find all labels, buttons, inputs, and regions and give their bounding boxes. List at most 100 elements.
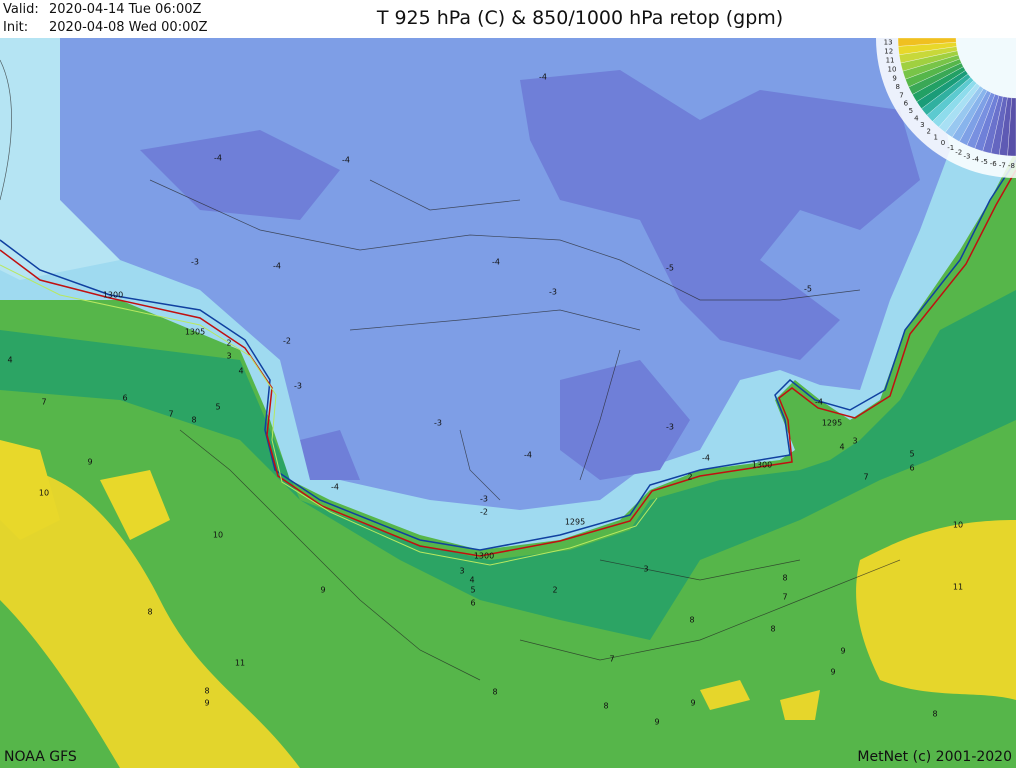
contour-label: 11 [953, 583, 963, 592]
contour-line [0, 159, 1016, 551]
contour-label: -3 [191, 258, 199, 267]
colder-area [520, 70, 920, 360]
warm-area [0, 440, 170, 540]
contour-label: 8 [191, 416, 196, 425]
contour-label: -4 [539, 73, 547, 82]
legend-label: 6 [904, 99, 909, 107]
contour-label: 2 [552, 586, 557, 595]
cold-edge [0, 38, 120, 280]
contour-label: 10 [953, 521, 963, 530]
init-time: 2020-04-08 Wed 00:00Z [49, 20, 208, 35]
contour-label: -4 [702, 454, 710, 463]
legend-label: 12 [884, 48, 893, 56]
valid-label: Valid: [3, 2, 39, 17]
legend-label: 11 [886, 57, 895, 65]
contour-label: -4 [273, 262, 281, 271]
contour-label: 3 [643, 565, 648, 574]
warm-area [700, 680, 820, 720]
contour-label: -3 [549, 288, 557, 297]
contour-label: -3 [666, 423, 674, 432]
contour-label: 11 [235, 659, 245, 668]
warm-area [0, 468, 300, 768]
map-title: T 925 hPa (C) & 850/1000 hPa retop (gpm) [376, 7, 783, 29]
contour-label: 10 [213, 531, 223, 540]
contour-label: 8 [603, 702, 608, 711]
legend-label: 0 [941, 139, 945, 147]
contour-label: -4 [524, 451, 532, 460]
contour-label: 4 [7, 356, 12, 365]
legend-label: -1 [947, 144, 954, 152]
contour-label: -3 [480, 495, 488, 504]
contour-label: 8 [204, 687, 209, 696]
contour-label: -4 [492, 258, 500, 267]
legend-label: -8 [1008, 162, 1015, 170]
contour-label: -4 [815, 398, 823, 407]
contour-label: 7 [168, 410, 173, 419]
contour-label: 9 [830, 668, 835, 677]
contour-label: 9 [654, 718, 659, 727]
map: -4-4 -4-3 -4 -4-3-5-513001305-22344-367578-… [0, 38, 1016, 768]
contour-label: 2 [226, 339, 231, 348]
border-line [0, 59, 901, 681]
contour-label: 1295 [565, 518, 585, 527]
credit-label: MetNet (c) 2001-2020 [857, 749, 1012, 765]
contour-label: -4 [214, 154, 222, 163]
cool-band [0, 290, 1016, 640]
contour-label: 8 [932, 710, 937, 719]
legend-label: 3 [920, 121, 924, 129]
init-label: Init: [3, 20, 28, 35]
legend-label: 13 [884, 39, 893, 47]
contour-label: 4 [238, 367, 243, 376]
contour-label: -2 [480, 508, 488, 517]
contour-label: 9 [320, 586, 325, 595]
contour-label: 2 [687, 473, 692, 482]
contour-label: 9 [690, 699, 695, 708]
colder-area [140, 130, 690, 480]
contour-label: 6 [122, 394, 127, 403]
warm-area [856, 520, 1016, 700]
legend-label: -6 [990, 160, 998, 168]
contour-label: 4 [469, 576, 474, 585]
contour-label: 4 [839, 443, 844, 452]
valid-time: 2020-04-14 Tue 06:00Z [49, 2, 201, 17]
legend-swatch [1007, 97, 1016, 157]
legend-label: -5 [981, 158, 988, 166]
contour-label: -4 [331, 483, 339, 492]
contour-label: 7 [863, 473, 868, 482]
contour-label: 7 [782, 593, 787, 602]
legend-label: -4 [972, 155, 980, 163]
contour-label: 9 [840, 647, 845, 656]
contour-labels: -4-4 -4-3 -4 -4-3-5-513001305-22344-367578-… [7, 73, 963, 727]
contour-label: 1300 [474, 552, 494, 561]
contour-label: 5 [909, 450, 914, 459]
contour-label: 1300 [103, 291, 123, 300]
legend-label: 1 [933, 134, 937, 142]
contour-label: 3 [459, 567, 464, 576]
contour-label: 7 [41, 398, 46, 407]
contour-label: 5 [215, 403, 220, 412]
contour-label: 5 [470, 586, 475, 595]
legend-label: 10 [888, 66, 897, 74]
legend-label: -2 [955, 148, 962, 156]
contour-label: 8 [689, 616, 694, 625]
contour-label: -3 [294, 382, 302, 391]
contour-label: 8 [147, 608, 152, 617]
contour-label: 8 [782, 574, 787, 583]
legend-label: 5 [909, 107, 913, 115]
contour-label: 9 [204, 699, 209, 708]
legend-label: 9 [892, 74, 896, 82]
contour-label: 1300 [752, 461, 772, 470]
contour-label: 8 [492, 688, 497, 697]
contour-line [0, 264, 658, 566]
contour-label: 7 [609, 655, 614, 664]
contour-label: 1305 [185, 328, 205, 337]
legend-label: 8 [896, 83, 900, 91]
contour-label: 1295 [822, 419, 842, 428]
contour-label: 8 [770, 625, 775, 634]
contour-label: 6 [909, 464, 914, 473]
contour-label: -3 [434, 419, 442, 428]
legend-label: 7 [899, 91, 903, 99]
contour-label: 10 [39, 489, 49, 498]
